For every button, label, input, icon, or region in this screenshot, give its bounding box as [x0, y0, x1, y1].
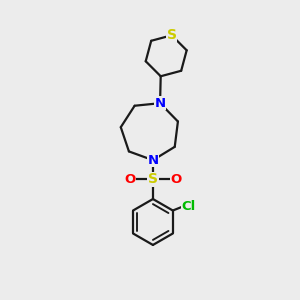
Text: N: N [147, 154, 158, 167]
Text: O: O [124, 173, 136, 186]
Text: N: N [154, 97, 166, 110]
Text: O: O [170, 173, 182, 186]
Text: S: S [167, 28, 177, 42]
Text: S: S [148, 172, 158, 186]
Text: Cl: Cl [181, 200, 195, 213]
